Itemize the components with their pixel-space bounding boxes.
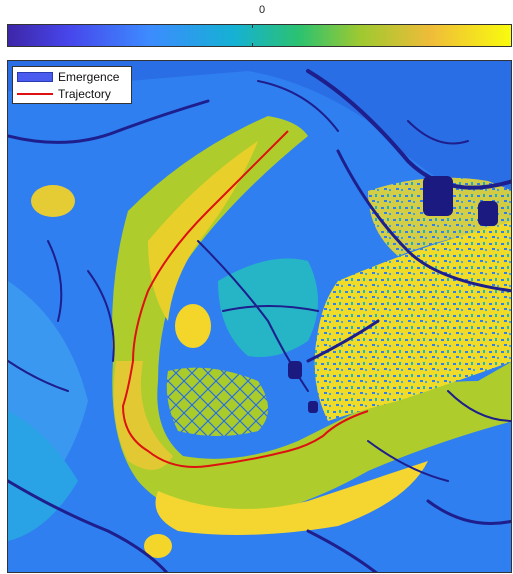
colorbar-tick-label: 0 xyxy=(258,4,266,16)
terrain-knoll-south xyxy=(144,534,172,558)
terrain-knoll-west xyxy=(31,185,75,217)
terrain-midlevel-patch-west xyxy=(8,411,78,541)
legend: Emergence Trajectory xyxy=(12,66,132,104)
terrain-map-canvas xyxy=(8,61,511,572)
terrain-midlevel-patch-center xyxy=(218,258,318,357)
legend-swatch-emergence xyxy=(17,72,53,82)
trajectory-line xyxy=(121,130,369,468)
terrain-highland-south xyxy=(155,461,428,535)
legend-item-trajectory: Trajectory xyxy=(17,86,111,102)
legend-label-emergence: Emergence xyxy=(58,70,120,84)
legend-swatch-trajectory xyxy=(17,93,53,95)
terrain-speckled-field-northeast xyxy=(368,177,511,256)
terrain-speckled-field-east xyxy=(314,221,511,421)
colorbar-tick-mark-bottom xyxy=(252,43,253,47)
terrain-map xyxy=(7,60,512,573)
channel-pools xyxy=(288,176,498,413)
legend-label-trajectory: Trajectory xyxy=(58,87,111,101)
terrain-highland-north xyxy=(148,141,258,321)
terrain-knoll-center xyxy=(175,304,211,348)
terrain-upper-region xyxy=(8,61,511,221)
colorbar-tick-mark xyxy=(252,24,253,28)
legend-item-emergence: Emergence xyxy=(17,69,119,85)
terrain-grid-field xyxy=(166,367,268,436)
colorbar xyxy=(7,24,512,47)
